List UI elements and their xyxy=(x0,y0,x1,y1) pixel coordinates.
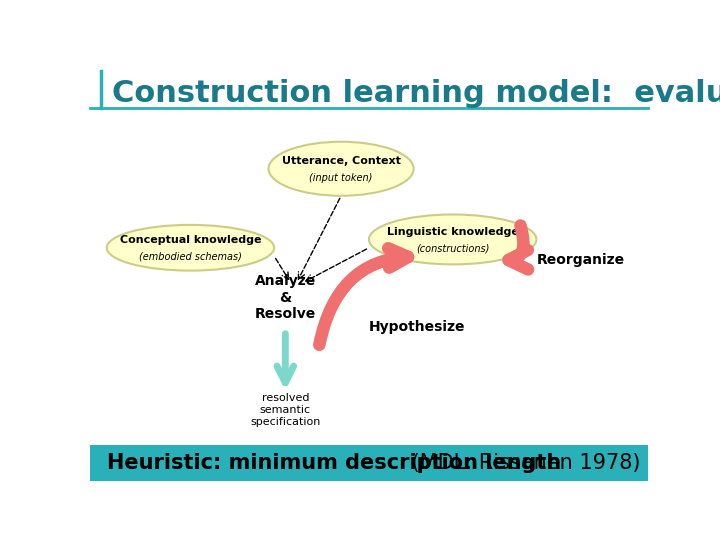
Text: resolved
semantic
specification: resolved semantic specification xyxy=(250,393,320,427)
Text: (input token): (input token) xyxy=(310,173,373,183)
Bar xyxy=(90,446,648,481)
Text: Conceptual knowledge: Conceptual knowledge xyxy=(120,235,261,245)
Text: (embodied schemas): (embodied schemas) xyxy=(139,252,242,262)
Text: Heuristic: minimum description length: Heuristic: minimum description length xyxy=(107,453,561,473)
Text: (constructions): (constructions) xyxy=(416,244,490,254)
Text: Construction learning model:  evaluation: Construction learning model: evaluation xyxy=(112,79,720,109)
Ellipse shape xyxy=(269,141,414,196)
Text: Utterance, Context: Utterance, Context xyxy=(282,156,400,166)
Text: (MDL: Rissanen 1978): (MDL: Rissanen 1978) xyxy=(405,453,641,473)
Text: Hypothesize: Hypothesize xyxy=(369,320,466,334)
Ellipse shape xyxy=(107,225,274,271)
Text: Linguistic knowledge: Linguistic knowledge xyxy=(387,227,518,237)
Text: Reorganize: Reorganize xyxy=(536,253,624,267)
Text: Analyze
&
Resolve: Analyze & Resolve xyxy=(255,274,316,321)
Ellipse shape xyxy=(369,214,536,265)
